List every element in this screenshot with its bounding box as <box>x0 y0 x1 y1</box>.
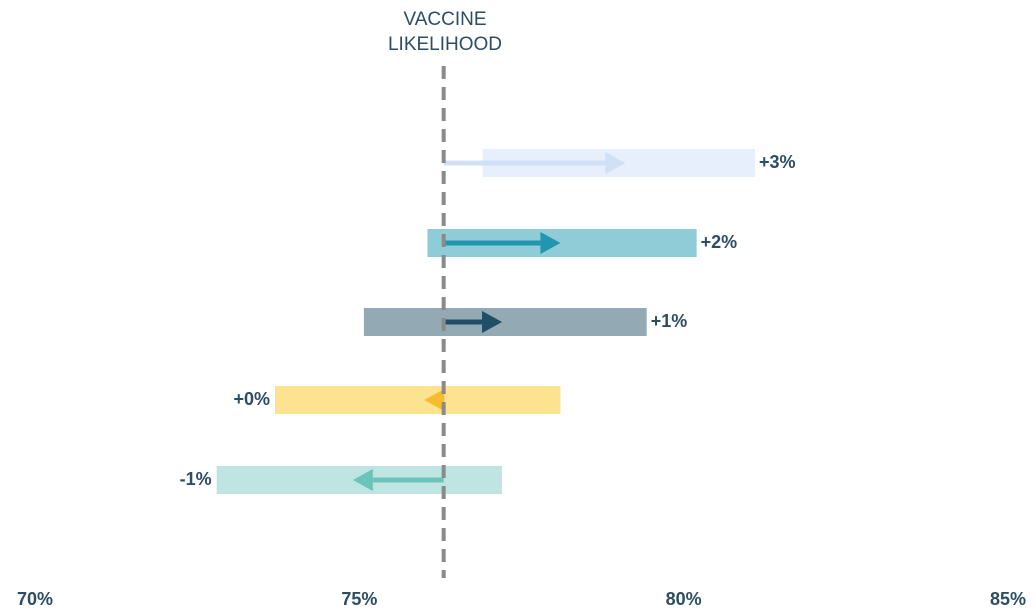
range-bar <box>363 308 647 336</box>
x-tick-label: 85% <box>990 589 1026 609</box>
x-tick-label: 75% <box>341 589 377 609</box>
change-arrow <box>443 311 503 333</box>
range-bar <box>275 386 561 414</box>
value-label: +0% <box>233 389 270 409</box>
change-arrow <box>352 469 444 491</box>
change-arrow <box>443 152 626 174</box>
baseline-label: LIKELIHOOD <box>388 34 502 55</box>
change-arrow <box>424 389 445 411</box>
x-tick-label: 70% <box>17 589 53 609</box>
arrow-head <box>424 389 445 411</box>
x-tick-label: 80% <box>666 589 702 609</box>
arrow-head <box>540 232 561 254</box>
arrow-head <box>605 152 626 174</box>
value-label: +1% <box>651 311 688 331</box>
baseline-label: VACCINE <box>403 9 486 30</box>
arrow-head <box>352 469 373 491</box>
change-arrow <box>443 232 561 254</box>
value-label: +3% <box>759 152 796 172</box>
value-label: -1% <box>180 469 212 489</box>
value-label: +2% <box>701 232 738 252</box>
arrow-head <box>482 311 503 333</box>
